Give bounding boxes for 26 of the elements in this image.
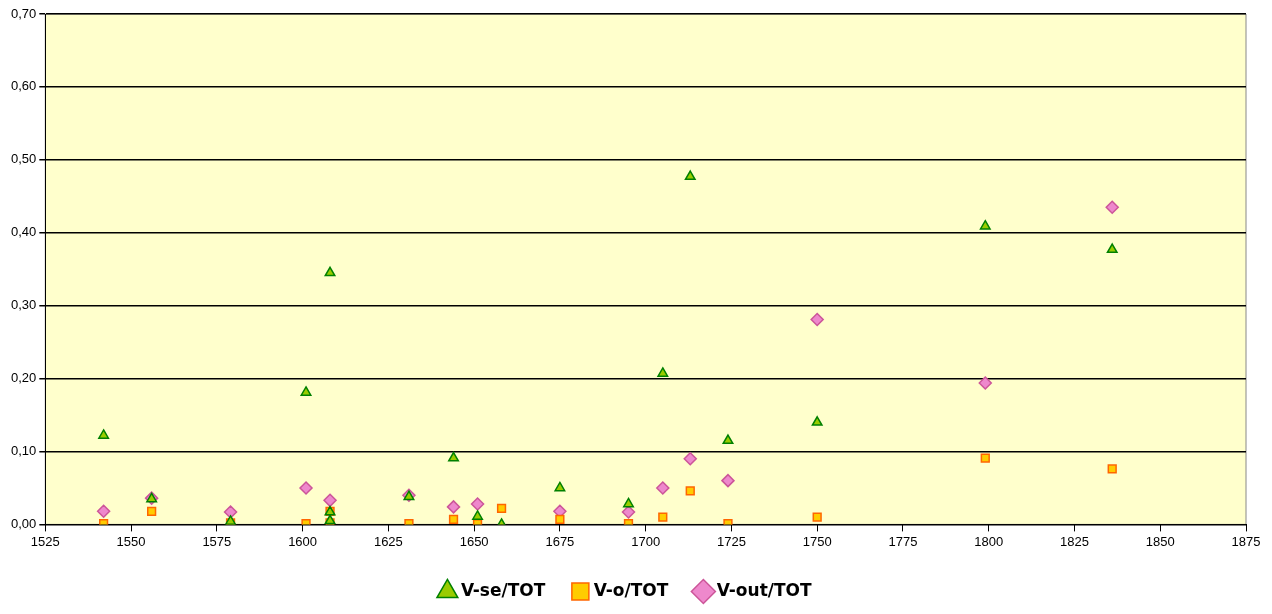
x-tick-label: 1625	[373, 533, 403, 549]
x-tick-label: 1600	[288, 533, 318, 549]
legend-label: V-o/TOT	[593, 579, 669, 600]
x-tick-label: 1575	[202, 533, 232, 549]
x-tick-label: 1650	[459, 533, 489, 549]
y-tick-label: 0,10	[10, 443, 37, 459]
x-tick-label: 1675	[545, 533, 575, 549]
x-tick-label: 1750	[802, 533, 832, 549]
x-tick-label: 1525	[30, 533, 60, 549]
y-tick-label: 0,40	[10, 224, 37, 240]
y-tick-label: 0,60	[10, 78, 37, 94]
y-tick-label: 0,70	[10, 5, 37, 21]
y-tick-label: 0,50	[10, 151, 37, 167]
x-tick-label: 1700	[631, 533, 661, 549]
x-tick-label: 1775	[888, 533, 918, 549]
y-tick-label: 0,00	[10, 515, 37, 531]
x-tick-label: 1550	[116, 533, 146, 549]
legend-label: V-out/TOT	[716, 579, 813, 600]
legend-label: V-se/TOT	[460, 579, 546, 600]
x-tick-label: 1800	[974, 533, 1004, 549]
y-tick-label: 0,30	[10, 297, 37, 313]
x-tick-label: 1875	[1231, 533, 1261, 549]
x-tick-label: 1850	[1145, 533, 1175, 549]
x-tick-label: 1825	[1060, 533, 1089, 549]
y-tick-label: 0,20	[10, 370, 37, 386]
x-tick-label: 1725	[716, 533, 746, 549]
